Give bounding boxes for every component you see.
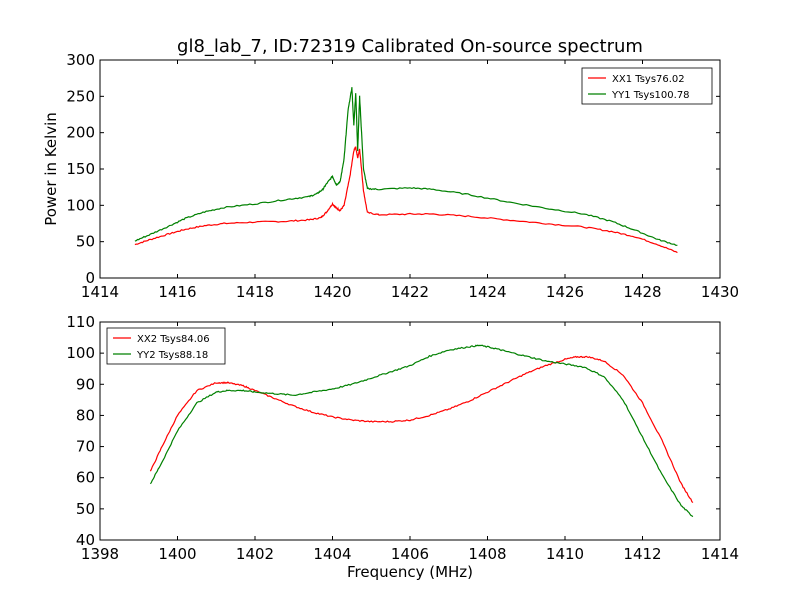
chart-panel-1: 1414 1416 1418 1420 1422 1424 1426 1428 1430 0 50 1… — [42, 51, 739, 301]
y-tick-label: 200 — [66, 124, 95, 142]
legend-1: XX1 Tsys76.02 YY1 Tsys100.78 — [581, 67, 713, 105]
chart-panel-2: 1398 1400 1402 1404 1406 1408 1410 1412 1414 40 50… — [66, 313, 739, 581]
legend-box — [581, 67, 713, 105]
x-tick-label: 1412 — [623, 545, 661, 563]
figure-title: gl8_lab_7, ID:72319 Calibrated On-source… — [177, 36, 643, 57]
legend-box — [106, 327, 226, 365]
legend-label: YY1 Tsys100.78 — [611, 90, 690, 101]
y-tick-label: 0 — [85, 269, 95, 287]
x-tick-label: 1424 — [468, 283, 506, 301]
y-tick-label: 40 — [76, 531, 95, 549]
x-axis-label: Frequency (MHz) — [347, 563, 473, 581]
y-tick-label: 300 — [66, 51, 95, 69]
series-line-2-1 — [149, 355, 694, 504]
x-tick-label: 1418 — [236, 283, 274, 301]
x-tick-label: 1426 — [546, 283, 584, 301]
x-tick-label: 1402 — [236, 545, 274, 563]
series-line-1-2 — [134, 87, 678, 246]
x-tick-label: 1400 — [158, 545, 196, 563]
y-tick-label: 100 — [66, 344, 95, 362]
series-line-1-1 — [134, 146, 678, 254]
x-tick-label: 1430 — [701, 283, 739, 301]
x-tick-label: 1398 — [81, 545, 119, 563]
y-tick-label: 70 — [76, 438, 95, 456]
x-tick-label: 1414 — [81, 283, 119, 301]
y-tick-label: 100 — [66, 196, 95, 214]
y-axis-label: Power in Kelvin — [42, 112, 60, 226]
x-tick-label: 1428 — [623, 283, 661, 301]
x-tick-label: 1416 — [158, 283, 196, 301]
y-tick-label: 80 — [76, 406, 95, 424]
y-tick-label: 50 — [76, 500, 95, 518]
legend-2: XX2 Tsys84.06 YY2 Tsys88.18 — [106, 327, 226, 365]
x-tick-label: 1422 — [391, 283, 429, 301]
y-tick-label: 110 — [66, 313, 95, 331]
x-tick-label: 1406 — [391, 545, 429, 563]
legend-label: XX1 Tsys76.02 — [612, 74, 685, 85]
legend-label: YY2 Tsys88.18 — [136, 350, 208, 361]
y-tick-label: 50 — [76, 233, 95, 251]
series-line-2-2 — [149, 344, 694, 518]
plots-group: 1414 1416 1418 1420 1422 1424 1426 1428 14300501… — [42, 51, 739, 581]
y-tick-label: 60 — [76, 469, 95, 487]
x-tick-label: 1414 — [701, 545, 739, 563]
x-tick-label: 1404 — [313, 545, 351, 563]
x-tick-label: 1420 — [313, 283, 351, 301]
y-tick-label: 150 — [66, 160, 95, 178]
x-tick-label: 1410 — [546, 545, 584, 563]
y-tick-label: 90 — [76, 375, 95, 393]
legend-label: XX2 Tsys84.06 — [137, 334, 210, 345]
y-tick-label: 250 — [66, 87, 95, 105]
x-tick-label: 1408 — [468, 545, 506, 563]
